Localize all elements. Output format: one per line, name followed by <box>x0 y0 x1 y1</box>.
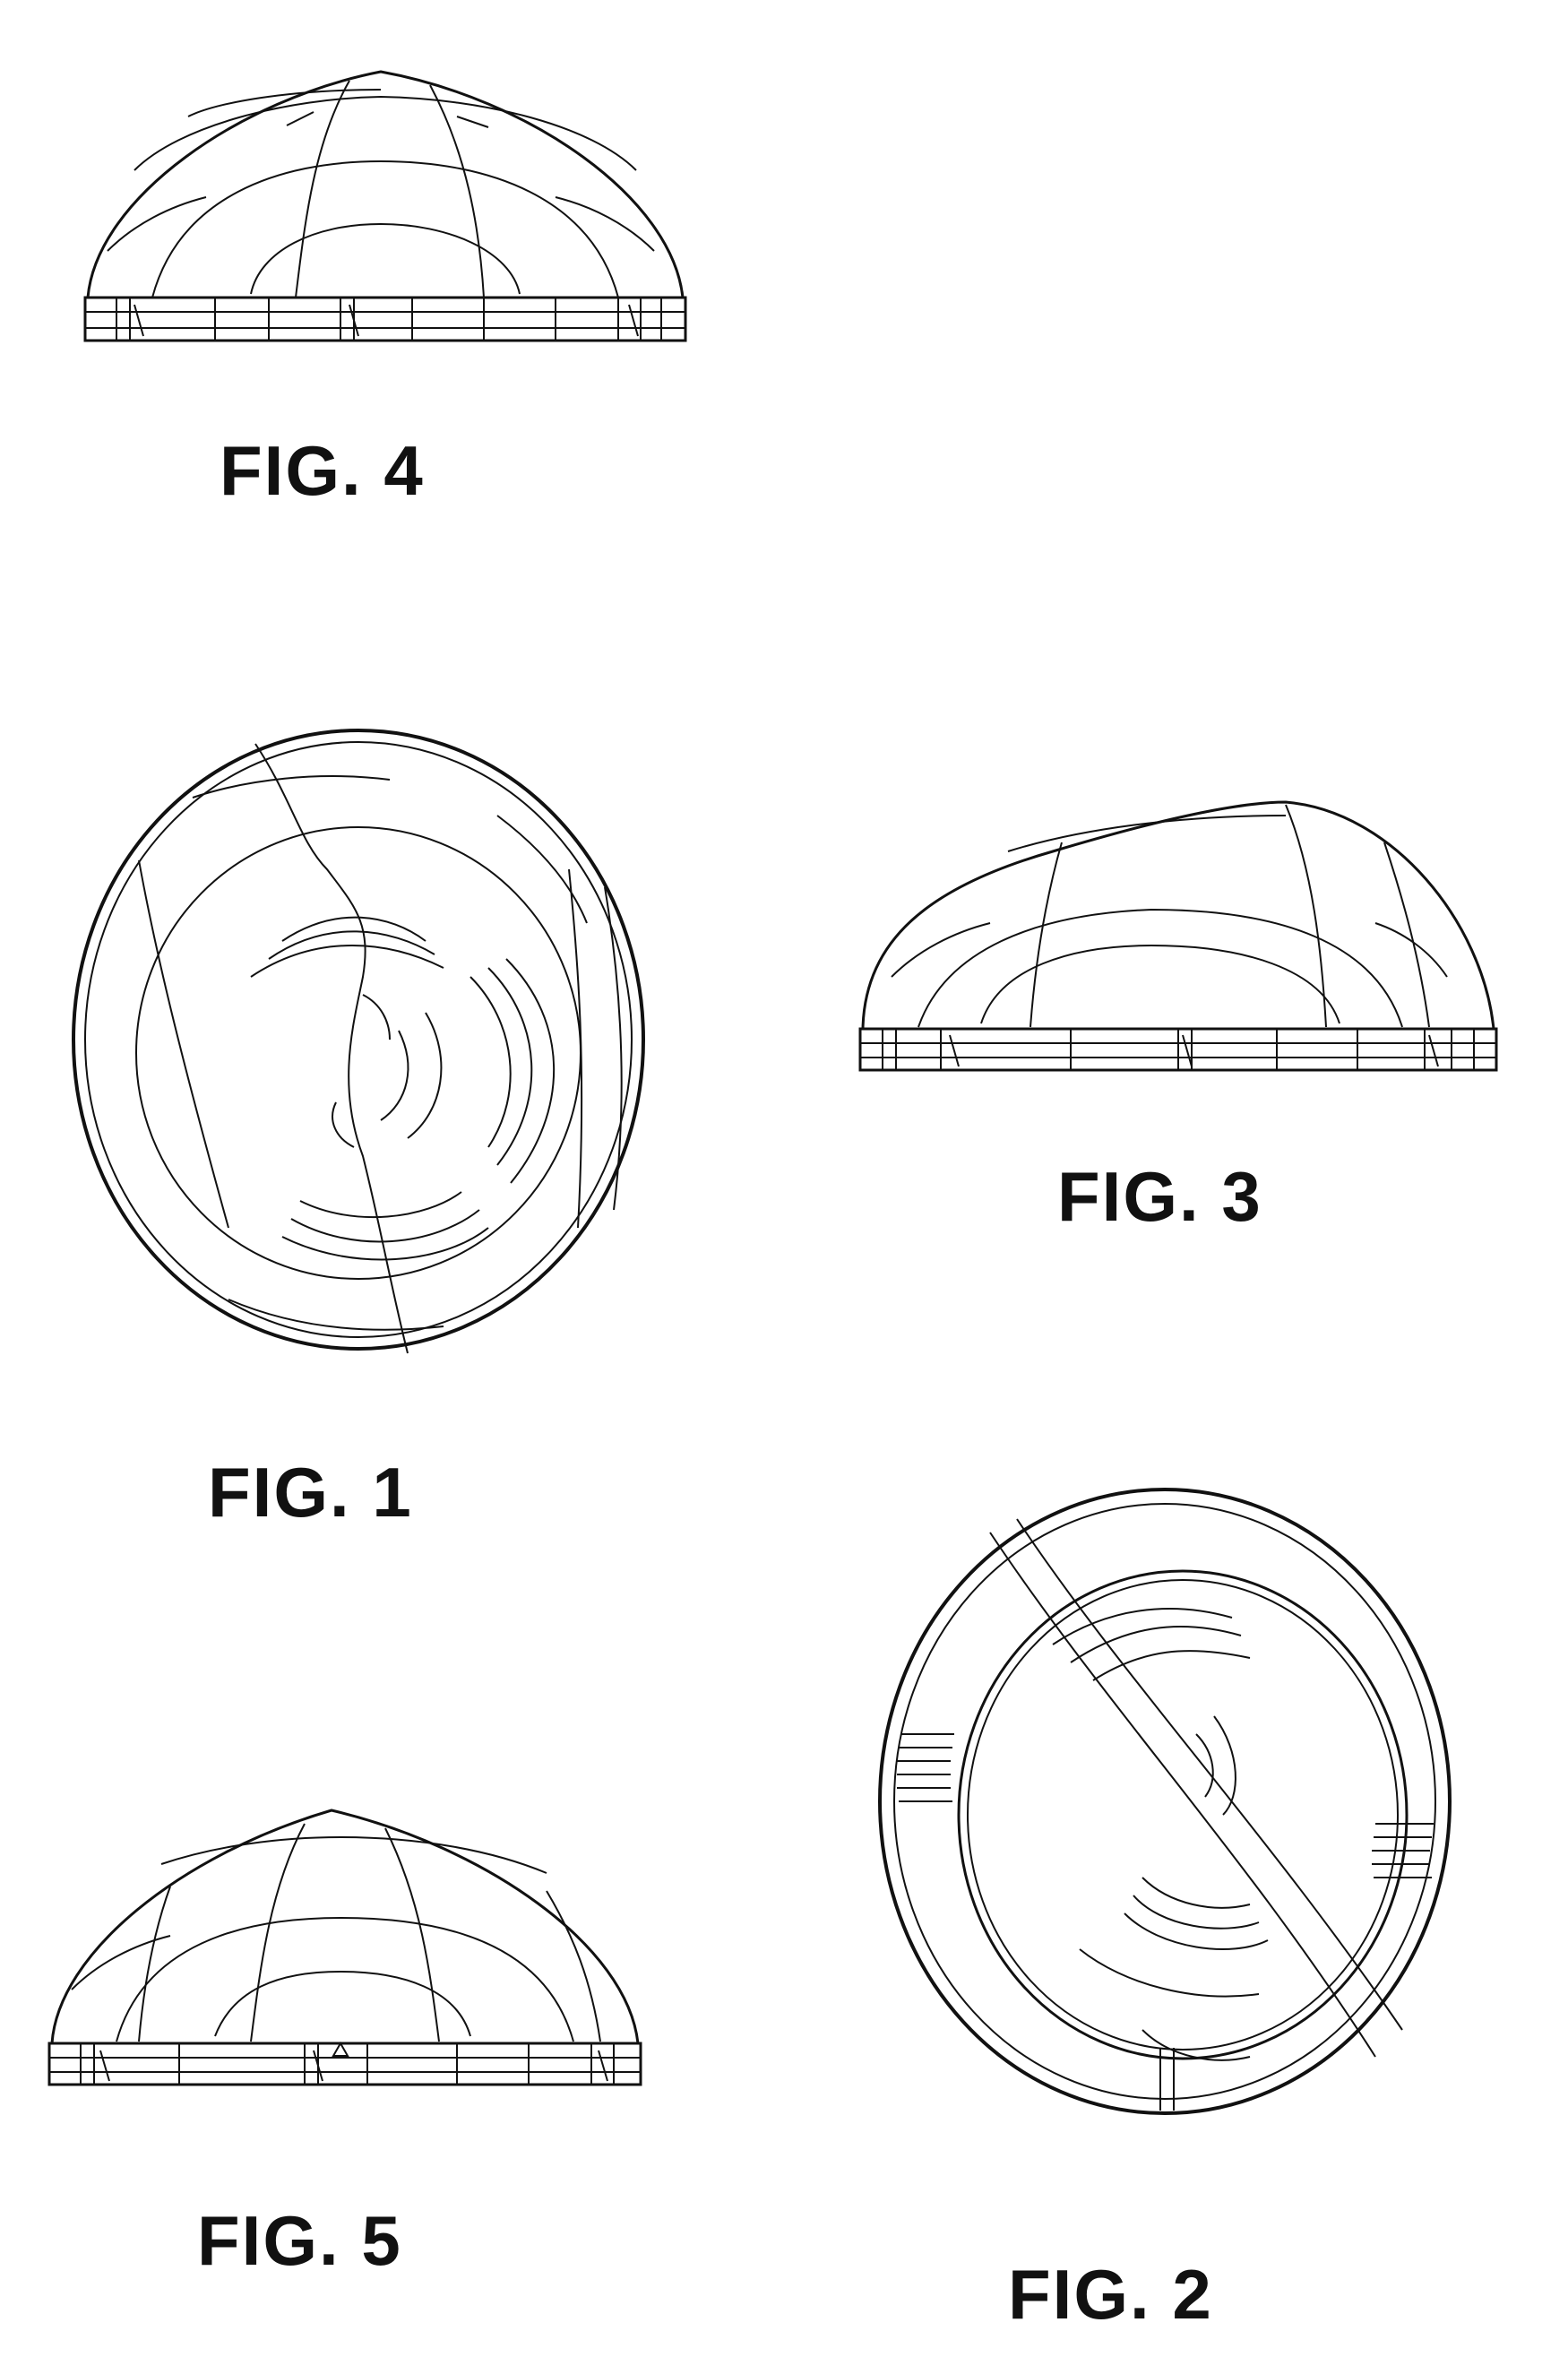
figure-2-drawing <box>874 1483 1465 2128</box>
figure-3-side-view <box>856 789 1501 1084</box>
figure-3-drawing <box>856 789 1501 1084</box>
figure-5-label: FIG. 5 <box>197 2200 402 2282</box>
figure-4-drawing <box>81 63 690 367</box>
figure-1-drawing <box>67 726 659 1371</box>
figure-1-label: FIG. 1 <box>208 1452 413 1533</box>
figure-1-top-view <box>67 726 659 1371</box>
figure-2-bottom-view <box>874 1483 1465 2128</box>
figure-4-side-view <box>81 63 690 367</box>
figure-5-side-view <box>45 1801 645 2106</box>
figure-5-drawing <box>45 1801 645 2106</box>
figure-4-label: FIG. 4 <box>220 430 425 512</box>
figure-2-label: FIG. 2 <box>1008 2254 1213 2335</box>
figure-3-label: FIG. 3 <box>1057 1156 1262 1238</box>
